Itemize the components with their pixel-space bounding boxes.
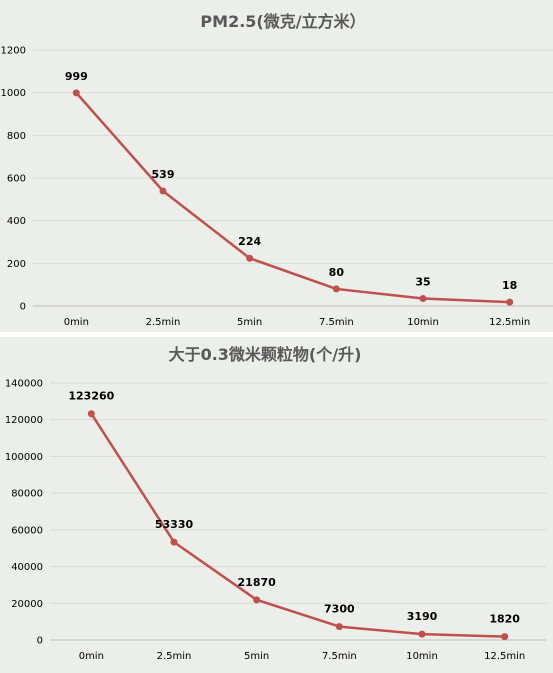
series-line xyxy=(90,413,505,638)
y-tick-label: 0 xyxy=(20,302,26,313)
data-label: 53330 xyxy=(155,518,194,531)
x-tick-label: 12.5min xyxy=(489,317,530,328)
chart-pm25: PM2.5(微克/立方米） 0 200 400 600 800 1000 1200 0min… xyxy=(1,12,553,328)
y-tick-label: 1200 xyxy=(1,46,26,57)
data-label: 80 xyxy=(329,266,345,279)
y-tick-label: 0 xyxy=(37,636,43,647)
x-tick-label: 2.5min xyxy=(146,317,181,328)
chart-panel-particles: 大于0.3微米颗粒物(个/升) 0 20000 40000 60000 80000 100… xyxy=(0,337,553,673)
y-tick-label: 1000 xyxy=(1,88,26,99)
data-point xyxy=(419,295,427,303)
y-tick-label: 100000 xyxy=(5,452,43,463)
chart-title: PM2.5(微克/立方米） xyxy=(200,12,365,31)
y-tick-label: 800 xyxy=(7,131,26,142)
data-label: 18 xyxy=(502,279,517,292)
chart-panel-pm25: PM2.5(微克/立方米） 0 200 400 600 800 1000 1200 0min… xyxy=(0,0,553,332)
y-tick-label: 20000 xyxy=(11,599,43,610)
data-label: 1820 xyxy=(489,613,520,626)
chart-particles: 大于0.3微米颗粒物(个/升) 0 20000 40000 60000 80000 100… xyxy=(5,345,546,662)
y-tick-label: 120000 xyxy=(5,415,43,426)
data-point xyxy=(332,285,340,293)
data-point xyxy=(418,630,426,638)
data-label: 7300 xyxy=(324,603,355,616)
y-tick-label: 140000 xyxy=(5,379,43,390)
data-point xyxy=(246,254,254,262)
data-point xyxy=(335,623,343,631)
data-point xyxy=(159,187,167,195)
data-label: 35 xyxy=(415,276,430,289)
x-tick-label: 2.5min xyxy=(157,651,192,662)
x-tick-label: 10min xyxy=(407,317,439,328)
data-point xyxy=(72,89,80,97)
x-tick-label: 10min xyxy=(406,651,438,662)
x-tick-label: 0min xyxy=(79,651,104,662)
data-point xyxy=(87,410,95,418)
y-tick-label: 80000 xyxy=(11,489,43,500)
y-tick-label: 200 xyxy=(7,259,26,270)
x-tick-label: 5min xyxy=(244,651,269,662)
y-tick-label: 600 xyxy=(7,174,26,185)
x-tick-label: 12.5min xyxy=(484,651,525,662)
x-tick-label: 7.5min xyxy=(319,317,354,328)
x-tick-label: 7.5min xyxy=(322,651,357,662)
data-label: 999 xyxy=(65,70,88,83)
data-point xyxy=(170,538,178,546)
data-point xyxy=(253,596,261,604)
data-label: 3190 xyxy=(407,610,438,623)
data-label: 224 xyxy=(238,235,261,248)
data-label: 123260 xyxy=(68,390,114,403)
y-tick-label: 40000 xyxy=(11,562,43,573)
x-tick-label: 0min xyxy=(64,317,89,328)
series-line xyxy=(75,92,510,304)
data-label: 21870 xyxy=(238,576,277,589)
chart-title: 大于0.3微米颗粒物(个/升) xyxy=(169,345,362,364)
data-point xyxy=(506,298,514,306)
data-point xyxy=(501,633,509,641)
data-label: 539 xyxy=(152,168,175,181)
y-tick-label: 400 xyxy=(7,216,26,227)
y-tick-label: 60000 xyxy=(11,525,43,536)
x-tick-label: 5min xyxy=(237,317,262,328)
